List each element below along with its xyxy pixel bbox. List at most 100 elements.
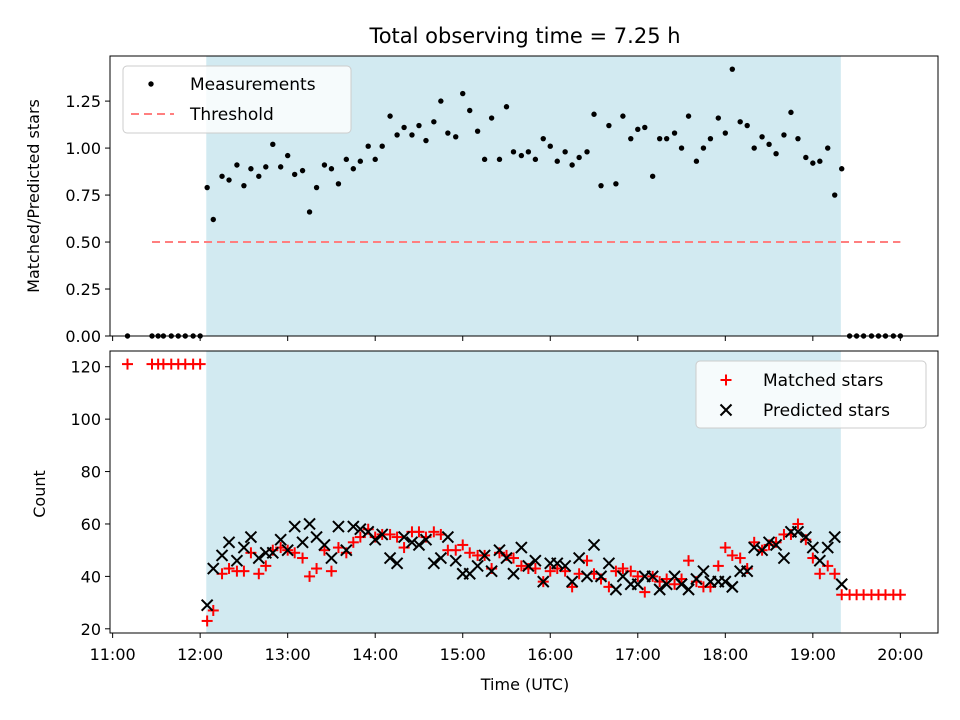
y-tick-label: 1.00 — [65, 139, 101, 158]
matched-star-point — [207, 604, 219, 616]
cross-stroke-b — [558, 559, 572, 573]
matched-star-point — [726, 549, 738, 561]
top-axes — [109, 55, 939, 337]
measurement-point — [540, 135, 546, 142]
cross-stroke-b — [719, 575, 732, 588]
cross-stroke-b — [200, 599, 214, 612]
matched-star-point — [829, 568, 841, 580]
predicted-star-point — [762, 536, 776, 549]
measurement-point — [613, 181, 619, 187]
measurement-point — [525, 149, 532, 155]
cross-stroke-b — [244, 530, 258, 544]
measurement-point — [313, 184, 320, 191]
predicted-star-point — [412, 538, 426, 552]
cross-stroke-b — [587, 538, 601, 552]
predicted-star-point — [558, 559, 572, 573]
predicted-star-point — [609, 583, 623, 596]
measurement-point — [219, 173, 225, 179]
cross-stroke-b — [376, 528, 389, 541]
matched-star-point — [551, 563, 563, 575]
predicted-star-point — [340, 543, 353, 557]
cross-stroke-b — [427, 557, 441, 570]
legend-predicted-marker — [719, 403, 733, 417]
cross-stroke-b — [340, 543, 353, 557]
measurement-point — [488, 115, 495, 121]
measurement-point — [685, 113, 692, 119]
matched-star-point — [661, 573, 673, 585]
figure-title: Total observing time = 7.25 h — [368, 24, 680, 48]
cross-stroke-b — [368, 533, 382, 546]
y-tick-label: 0.25 — [65, 280, 101, 299]
predicted-star-point — [347, 520, 360, 533]
cross-stroke-b — [806, 541, 820, 554]
cross-stroke-b — [572, 551, 586, 565]
predicted-star-point — [237, 541, 251, 554]
cross-stroke-b — [697, 564, 710, 578]
matched-star-point — [559, 565, 571, 577]
cross-stroke-b — [390, 557, 404, 570]
cross-stroke-b — [354, 523, 367, 536]
predicted-star-point — [587, 538, 601, 552]
predicted-star-point — [522, 559, 535, 573]
matched-star-point — [428, 526, 440, 538]
x-tick-label: 15:00 — [440, 645, 486, 664]
measurement-point — [241, 182, 247, 189]
measurement-point — [532, 156, 539, 163]
bottom-legend: Matched stars Predicted stars — [695, 360, 927, 429]
matched-star-point — [515, 560, 527, 572]
predicted-star-point — [507, 567, 520, 580]
measurement-point — [481, 156, 488, 163]
cross-stroke-b — [230, 554, 244, 567]
cross-stroke-b — [769, 538, 783, 552]
top-legend: Measurements Threshold — [122, 65, 352, 134]
top-y-axis-label: Matched/Predicted stars — [24, 99, 43, 293]
measurement-point — [270, 141, 276, 148]
cross-stroke-b — [266, 546, 280, 560]
legend-frame — [695, 360, 927, 429]
measurement-point — [234, 162, 240, 168]
measurement-point — [656, 135, 663, 142]
matched-star-point — [669, 578, 681, 590]
predicted-star-point — [726, 580, 739, 594]
bottom-x-axis-label: Time (UTC) — [480, 675, 569, 694]
cross-stroke-b — [412, 538, 426, 552]
cross-stroke-b — [594, 570, 608, 583]
matched-star-point — [347, 536, 359, 548]
predicted-star-point — [565, 575, 579, 588]
cross-stroke-b — [332, 520, 345, 533]
measurement-point — [817, 158, 823, 164]
matched-star-point — [683, 555, 695, 567]
predicted-star-point — [200, 599, 214, 612]
cross-stroke-b — [565, 575, 579, 588]
predicted-star-point — [303, 517, 316, 531]
x-tick-label: 17:00 — [615, 645, 661, 664]
cross-stroke-b — [405, 536, 419, 549]
matched-star-point — [734, 552, 746, 564]
matched-star-point — [617, 563, 629, 575]
bottom-x-ticks: 11:00 12:00 13:00 14:00 15:00 16:00 17:00 18:00… — [90, 633, 923, 664]
cross-stroke-b — [609, 583, 623, 596]
measurement-point — [729, 66, 736, 72]
measurement-point — [306, 209, 313, 215]
cross-stroke-b — [719, 403, 733, 417]
cross-stroke-b — [281, 543, 294, 557]
y-tick-label: 0.50 — [65, 233, 101, 252]
predicted-star-point — [419, 533, 433, 546]
measurement-point — [248, 166, 254, 172]
cross-stroke-b — [653, 583, 666, 596]
cross-stroke-b — [675, 578, 688, 591]
legend-measurements-marker — [148, 81, 154, 87]
cross-stroke-b — [347, 520, 360, 533]
measurement-point — [372, 156, 378, 163]
predicted-star-point — [281, 543, 294, 557]
measurement-point — [350, 166, 357, 172]
measurement-point — [795, 135, 801, 142]
cross-stroke-b — [835, 578, 848, 591]
measurement-point — [409, 132, 415, 138]
predicted-star-point — [368, 533, 382, 546]
cross-stroke-b — [777, 551, 791, 565]
matched-star-point — [413, 526, 425, 538]
bottom-panel: 20 40 60 80 100 120 11:00 12:00 13:00 14:00 15:00… — [30, 350, 939, 694]
measurement-point — [620, 113, 626, 119]
y-tick-label: 1.25 — [65, 92, 101, 111]
